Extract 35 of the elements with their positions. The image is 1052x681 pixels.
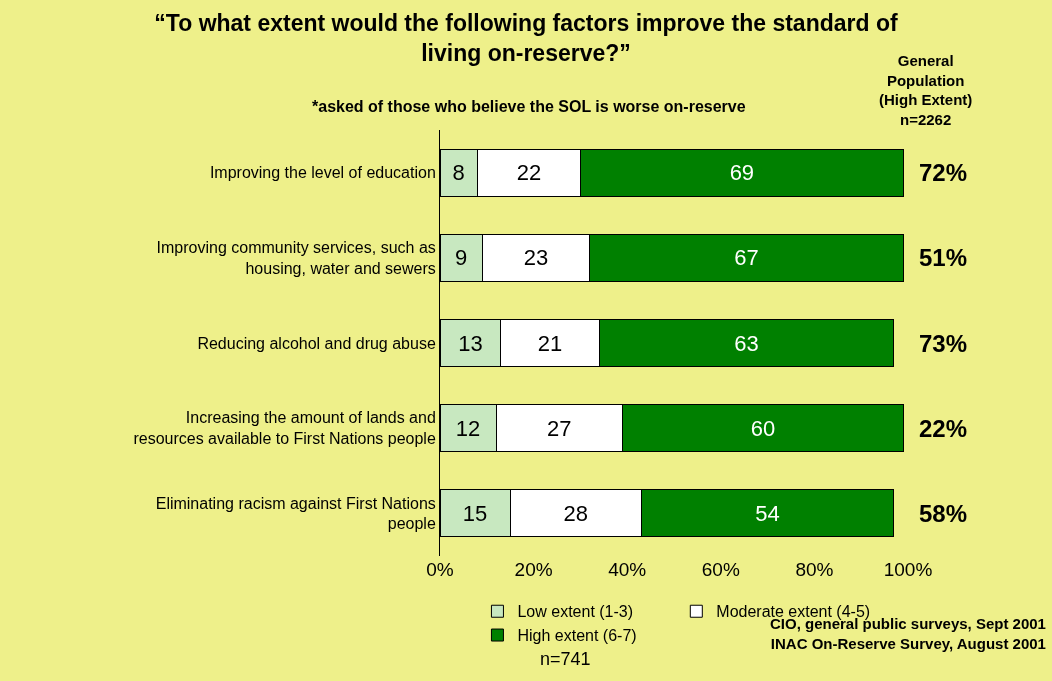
text: 73% xyxy=(919,330,968,357)
text: 58% xyxy=(919,500,968,527)
x-tick-label: 60% xyxy=(701,559,740,580)
data-label: 54 xyxy=(755,500,780,526)
data-label: 9 xyxy=(454,245,468,271)
text: 51% xyxy=(919,244,968,271)
y-tick-label: Improving community services, such as housing, water and sewers xyxy=(156,239,436,277)
x-tick-label: 40% xyxy=(608,559,647,580)
text: n=741 xyxy=(540,649,591,669)
data-label: 22 xyxy=(516,160,542,186)
y-tick-label: Improving the level of education xyxy=(209,164,436,182)
data-label: 8 xyxy=(452,160,465,186)
text: 22% xyxy=(919,415,968,442)
data-label: 27 xyxy=(547,415,572,441)
x-tick-label: 80% xyxy=(795,559,834,580)
data-label: 69 xyxy=(729,160,755,186)
x-tick-label: 0% xyxy=(426,559,454,580)
data-label: 13 xyxy=(458,330,483,356)
data-label: 15 xyxy=(462,500,488,526)
data-label: 60 xyxy=(750,415,776,441)
data-label: 23 xyxy=(523,245,549,271)
legend-label: Low extent (1-3) xyxy=(517,603,634,621)
y-tick-label: Eliminating racism against First Nations people xyxy=(155,494,436,533)
data-label: 63 xyxy=(734,330,759,356)
y-tick-label: Increasing the amount of lands and resources available to First Nations people xyxy=(133,409,436,448)
chart-subtitle: *asked of those who believe the SOL is worse on-reserve xyxy=(312,98,746,115)
text: 72% xyxy=(919,159,968,186)
legend-label: High extent (6-7) xyxy=(517,627,637,645)
data-label: 28 xyxy=(563,500,588,526)
data-label: 67 xyxy=(734,245,759,271)
y-tick-label: Reducing alcohol and drug abuse xyxy=(197,334,436,352)
x-tick-label: 100% xyxy=(883,559,933,580)
x-tick-label: 20% xyxy=(514,559,553,580)
data-label: 21 xyxy=(537,330,563,356)
data-label: 12 xyxy=(455,415,481,441)
